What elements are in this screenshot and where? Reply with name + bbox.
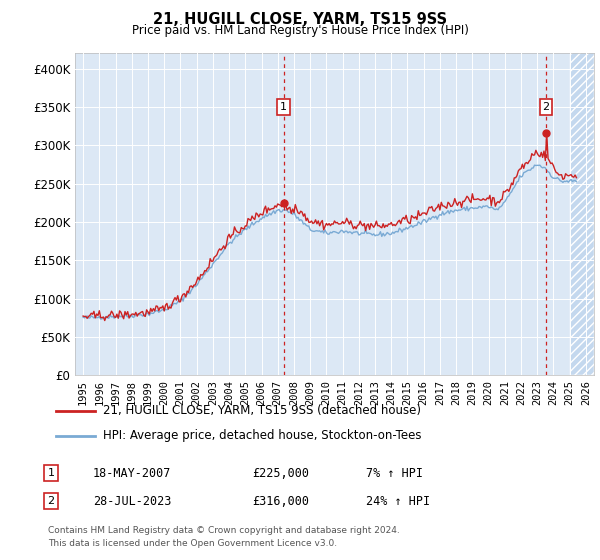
Text: 18-MAY-2007: 18-MAY-2007 [93,466,172,480]
Text: 21, HUGILL CLOSE, YARM, TS15 9SS (detached house): 21, HUGILL CLOSE, YARM, TS15 9SS (detach… [103,404,421,417]
Text: 2: 2 [542,102,550,112]
Text: HPI: Average price, detached house, Stockton-on-Tees: HPI: Average price, detached house, Stoc… [103,430,421,442]
Text: 28-JUL-2023: 28-JUL-2023 [93,494,172,508]
Bar [569,53,594,375]
Text: 24% ↑ HPI: 24% ↑ HPI [366,494,430,508]
Text: 1: 1 [47,468,55,478]
Text: 2: 2 [47,496,55,506]
Bar [569,53,594,375]
Text: Price paid vs. HM Land Registry's House Price Index (HPI): Price paid vs. HM Land Registry's House … [131,24,469,36]
Text: 21, HUGILL CLOSE, YARM, TS15 9SS: 21, HUGILL CLOSE, YARM, TS15 9SS [153,12,447,27]
Text: 1: 1 [280,102,287,112]
Text: £316,000: £316,000 [252,494,309,508]
Text: Contains HM Land Registry data © Crown copyright and database right 2024.
This d: Contains HM Land Registry data © Crown c… [48,526,400,548]
Text: 7% ↑ HPI: 7% ↑ HPI [366,466,423,480]
Text: £225,000: £225,000 [252,466,309,480]
